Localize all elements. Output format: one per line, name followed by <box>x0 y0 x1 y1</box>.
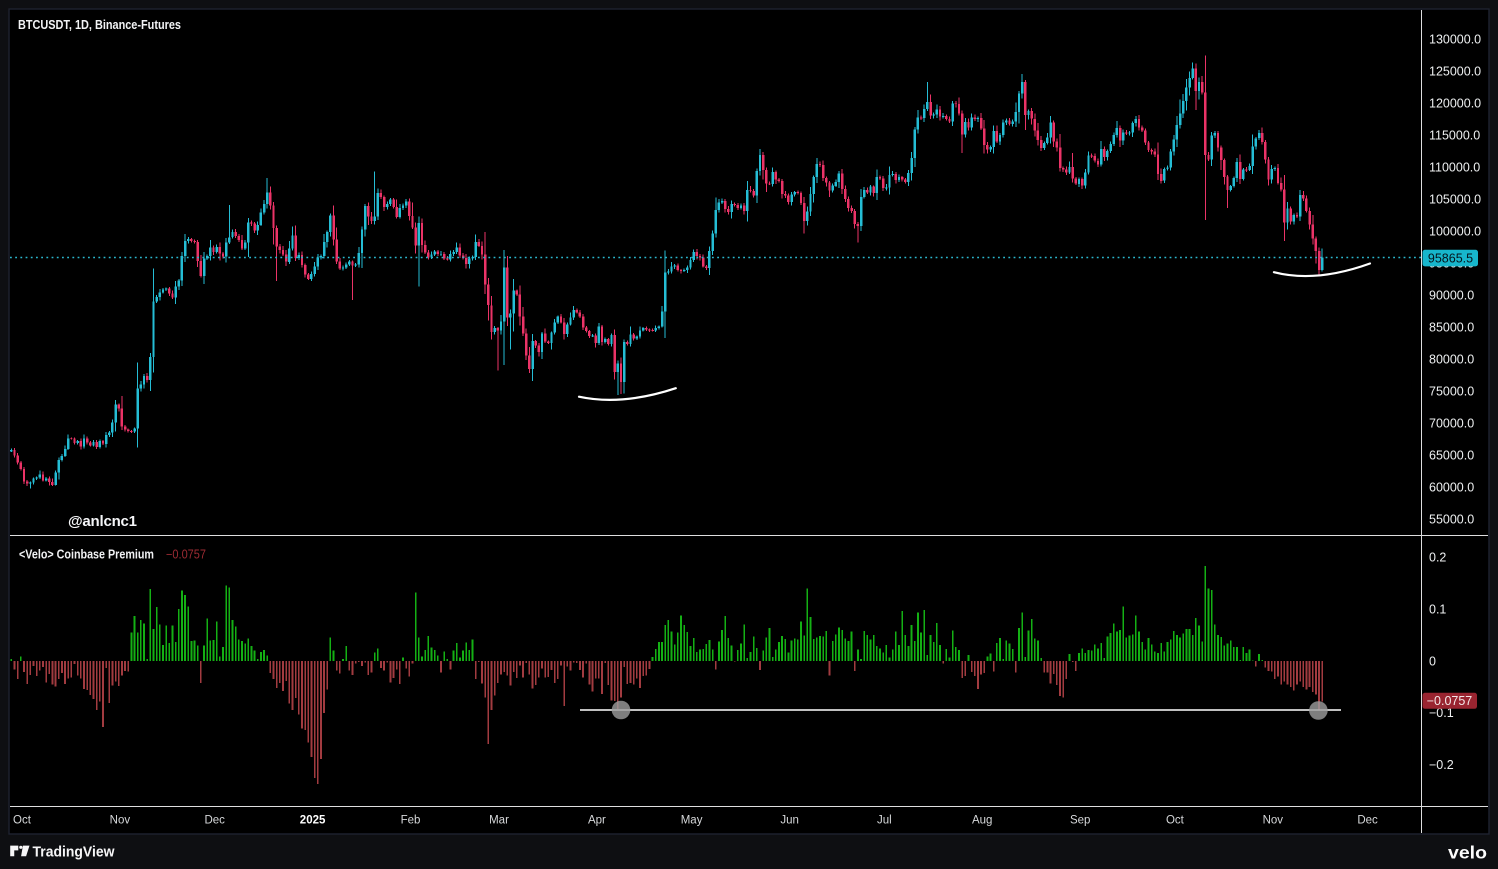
svg-text:2025: 2025 <box>300 815 326 827</box>
svg-text:−0.1: −0.1 <box>1429 706 1454 720</box>
svg-text:130000.0: 130000.0 <box>1429 32 1481 46</box>
svg-text:−0.2: −0.2 <box>1429 758 1454 772</box>
svg-text:70000.0: 70000.0 <box>1429 416 1474 430</box>
svg-text:Nov: Nov <box>1263 815 1284 827</box>
svg-text:Dec: Dec <box>1357 815 1378 827</box>
svg-text:Feb: Feb <box>401 815 421 827</box>
svg-text:115000.0: 115000.0 <box>1429 128 1480 142</box>
svg-text:−0.0757: −0.0757 <box>166 548 206 562</box>
svg-text:Oct: Oct <box>1166 815 1185 827</box>
svg-text:Aug: Aug <box>972 815 992 827</box>
svg-text:Jul: Jul <box>877 815 892 827</box>
svg-text:95865.5: 95865.5 <box>1428 251 1473 265</box>
svg-text:85000.0: 85000.0 <box>1429 320 1474 334</box>
svg-text:May: May <box>681 815 703 827</box>
svg-text:velo: velo <box>1448 843 1487 863</box>
svg-text:Dec: Dec <box>204 815 225 827</box>
svg-text:110000.0: 110000.0 <box>1429 160 1480 174</box>
svg-text:0: 0 <box>1429 654 1436 668</box>
svg-text:0.1: 0.1 <box>1429 603 1446 617</box>
svg-text:Apr: Apr <box>588 815 606 827</box>
svg-text:60000.0: 60000.0 <box>1429 480 1474 494</box>
svg-text:55000.0: 55000.0 <box>1429 512 1474 526</box>
svg-text:90000.0: 90000.0 <box>1429 288 1474 302</box>
svg-text:@anlcnc1: @anlcnc1 <box>68 513 137 530</box>
svg-text:120000.0: 120000.0 <box>1429 96 1481 110</box>
svg-text:125000.0: 125000.0 <box>1429 64 1481 78</box>
svg-text:0.2: 0.2 <box>1429 551 1446 565</box>
svg-text:Sep: Sep <box>1070 815 1090 827</box>
svg-text:100000.0: 100000.0 <box>1429 224 1481 238</box>
svg-text:<Velo> Coinbase Premium: <Velo> Coinbase Premium <box>19 548 154 562</box>
svg-text:Oct: Oct <box>13 815 32 827</box>
svg-text:80000.0: 80000.0 <box>1429 352 1474 366</box>
svg-text:−0.0757: −0.0757 <box>1427 694 1473 708</box>
svg-text:Mar: Mar <box>489 815 509 827</box>
svg-text:75000.0: 75000.0 <box>1429 384 1474 398</box>
svg-text:TradingView: TradingView <box>33 844 115 861</box>
svg-text:Jun: Jun <box>780 815 799 827</box>
svg-text:105000.0: 105000.0 <box>1429 192 1481 206</box>
svg-text:65000.0: 65000.0 <box>1429 448 1474 462</box>
svg-text:Nov: Nov <box>110 815 131 827</box>
svg-text:BTCUSDT, 1D, Binance-Futures: BTCUSDT, 1D, Binance-Futures <box>18 18 181 32</box>
